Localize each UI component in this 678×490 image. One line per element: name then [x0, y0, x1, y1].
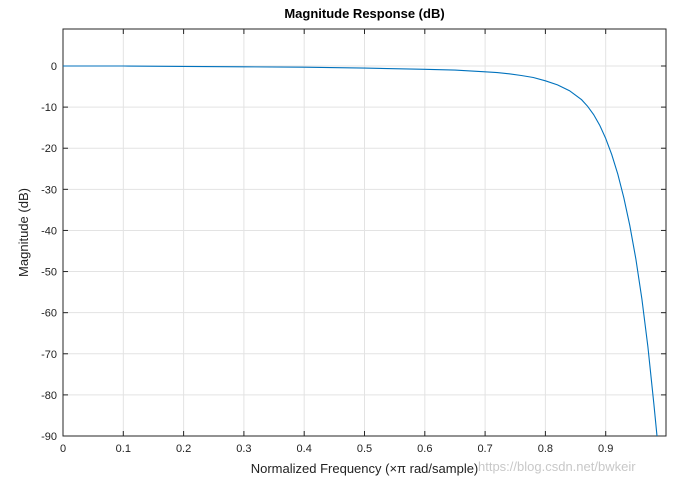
x-tick-label: 0.7	[477, 443, 492, 455]
y-tick-label: -90	[41, 431, 57, 443]
y-axis-label: Magnitude (dB)	[16, 188, 31, 277]
y-tick-label: -10	[41, 102, 57, 114]
x-tick-label: 0.3	[236, 443, 251, 455]
series-line-magnitude	[63, 65, 658, 437]
y-tick-label: -50	[41, 267, 57, 279]
x-axis-label: Normalized Frequency (×π rad/sample)	[251, 461, 479, 476]
x-tick-label: 0.6	[417, 443, 432, 455]
y-tick-label: -60	[41, 308, 57, 320]
x-tick-label: 0	[60, 443, 66, 455]
chart-title: Magnitude Response (dB)	[284, 6, 444, 21]
series	[63, 65, 658, 437]
tick-labels: 0 0.1 0.2 0.3 0.4 0.5 0.6 0.7 0.8 0.9 0 -10 -20 -30 -4…	[41, 61, 613, 455]
watermark: https://blog.csdn.net/bwkeir	[478, 459, 636, 474]
x-tick-label: 0.1	[116, 443, 131, 455]
y-tick-label: -30	[41, 184, 57, 196]
y-tick-label: 0	[51, 61, 57, 73]
y-tick-label: -20	[41, 143, 57, 155]
x-tick-label: 0.5	[357, 443, 372, 455]
y-tick-label: -40	[41, 225, 57, 237]
ticks	[62, 29, 666, 437]
x-tick-label: 0.8	[538, 443, 553, 455]
x-tick-label: 0.4	[297, 443, 312, 455]
y-tick-label: -80	[41, 390, 57, 402]
y-tick-label: -70	[41, 349, 57, 361]
x-tick-label: 0.9	[598, 443, 613, 455]
grid	[63, 29, 666, 436]
x-tick-label: 0.2	[176, 443, 191, 455]
